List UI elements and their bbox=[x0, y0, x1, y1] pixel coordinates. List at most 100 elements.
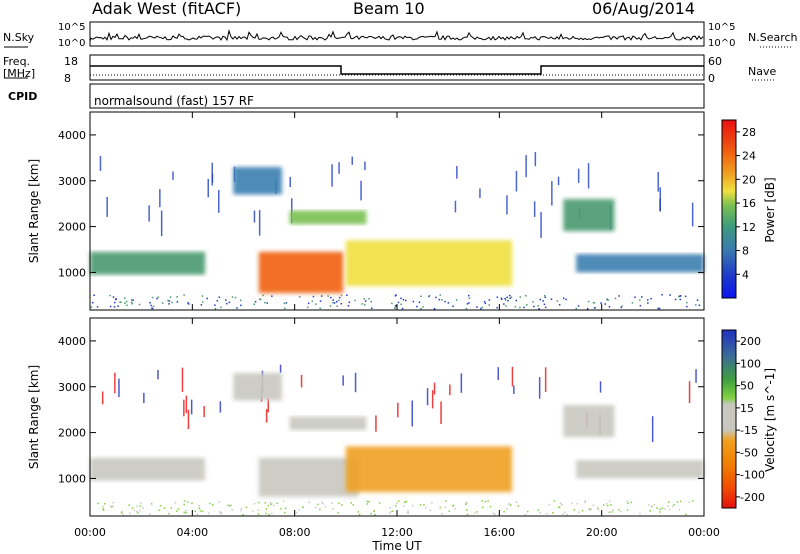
power-speckle bbox=[526, 304, 528, 306]
velocity-speckle bbox=[168, 512, 170, 515]
radar-title: Adak West (fitACF) bbox=[92, 0, 242, 18]
power-speckle bbox=[634, 296, 636, 298]
power-streak bbox=[551, 181, 553, 206]
velocity-speckle bbox=[388, 512, 391, 514]
velocity-speckle bbox=[276, 502, 279, 504]
power-speckle bbox=[112, 296, 115, 298]
velocity-speckle bbox=[627, 502, 629, 504]
velocity-speckle bbox=[419, 504, 422, 506]
velocity-speckle bbox=[653, 503, 656, 506]
velocity-speckle bbox=[378, 502, 381, 504]
velocity-streak bbox=[265, 409, 268, 423]
power-speckle bbox=[365, 300, 367, 302]
power-speckle bbox=[397, 301, 400, 304]
velocity-speckle bbox=[136, 505, 138, 507]
velocity-speckle bbox=[397, 500, 400, 502]
power-speckle bbox=[525, 295, 527, 297]
velocity-speckle bbox=[240, 507, 242, 510]
velocity-speckle bbox=[465, 503, 467, 505]
velocity-speckle bbox=[284, 507, 287, 509]
velocity-speckle bbox=[673, 504, 675, 506]
power-streak bbox=[506, 195, 508, 215]
velocity-speckle bbox=[194, 510, 196, 512]
power-ytick-label: 3000 bbox=[58, 175, 86, 188]
power-speckle bbox=[124, 302, 126, 304]
velocity-streak bbox=[411, 400, 413, 427]
power-speckle bbox=[231, 296, 234, 298]
power-speckle bbox=[686, 301, 688, 304]
velocity-speckle bbox=[481, 500, 483, 502]
power-speckle bbox=[113, 306, 116, 308]
power-speckle bbox=[151, 307, 153, 310]
velocity-speckle bbox=[140, 502, 142, 504]
power-speckle bbox=[161, 302, 164, 304]
velocity-speckle bbox=[271, 512, 273, 515]
velocity-streak bbox=[431, 390, 434, 409]
power-speckle bbox=[544, 294, 546, 297]
velocity-speckle bbox=[548, 503, 551, 506]
power-speckle bbox=[225, 299, 227, 301]
velocity-speckle bbox=[220, 511, 222, 514]
power-speckle bbox=[428, 295, 431, 297]
velocity-speckle bbox=[163, 507, 166, 509]
power-speckle bbox=[226, 302, 228, 305]
noise-tick-top-right: 10^5 bbox=[708, 22, 736, 33]
power-speckle bbox=[395, 294, 397, 296]
power-streak bbox=[172, 171, 174, 180]
velocity-speckle bbox=[465, 501, 467, 504]
velocity-speckle bbox=[620, 510, 622, 513]
power-speckle bbox=[544, 296, 547, 299]
power-speckle bbox=[253, 303, 255, 305]
power-speckle bbox=[466, 303, 469, 305]
velocity-streak bbox=[181, 367, 184, 392]
power-speckle bbox=[481, 306, 484, 309]
velocity-speckle bbox=[142, 507, 144, 509]
nave-tick-top: 60 bbox=[708, 55, 722, 68]
power-speckle bbox=[416, 305, 418, 308]
power-streak bbox=[211, 162, 213, 186]
velocity-streak bbox=[203, 406, 205, 418]
velocity-speckle bbox=[476, 511, 478, 513]
velocity-streak bbox=[497, 367, 499, 380]
velocity-speckle bbox=[183, 511, 185, 514]
velocity-speckle bbox=[322, 503, 325, 505]
velocity-speckle bbox=[395, 505, 397, 507]
power-speckle bbox=[501, 298, 503, 300]
power-speckle bbox=[500, 297, 503, 300]
power-speckle bbox=[621, 305, 623, 307]
power-colorbar-tick-label: 12 bbox=[742, 221, 756, 234]
power-speckle bbox=[311, 300, 314, 302]
power-speckle bbox=[236, 307, 238, 309]
velocity-speckle bbox=[466, 513, 469, 516]
power-speckle bbox=[577, 305, 580, 307]
power-speckle bbox=[402, 299, 405, 301]
velocity-speckle bbox=[191, 502, 193, 504]
velocity-speckle bbox=[366, 503, 368, 505]
velocity-speckle bbox=[170, 507, 173, 509]
power-speckle bbox=[364, 304, 366, 306]
power-speckle bbox=[346, 294, 348, 296]
time-xlabel: Time UT bbox=[371, 539, 422, 553]
power-speckle bbox=[400, 297, 402, 300]
power-speckle bbox=[149, 302, 151, 304]
power-streak bbox=[360, 180, 362, 201]
power-speckle bbox=[452, 305, 454, 307]
velocity-speckle bbox=[211, 504, 214, 506]
power-speckle bbox=[347, 305, 350, 307]
power-speckle bbox=[509, 297, 511, 299]
velocity-streak bbox=[342, 375, 344, 386]
power-speckle bbox=[488, 304, 490, 306]
noise-tick-bottom: 10^0 bbox=[58, 38, 86, 49]
velocity-ytick-label: 4000 bbox=[58, 335, 86, 348]
velocity-speckle bbox=[338, 502, 340, 504]
power-speckle bbox=[216, 300, 219, 302]
velocity-speckle bbox=[265, 508, 268, 510]
beam-label: Beam 10 bbox=[353, 0, 425, 18]
power-colorbar-tick-label: 16 bbox=[742, 197, 756, 210]
power-speckle bbox=[315, 303, 317, 305]
power-speckle bbox=[586, 308, 589, 310]
velocity-speckle bbox=[219, 511, 221, 513]
power-speckle bbox=[509, 294, 511, 297]
velocity-colorbar-tick-label: -200 bbox=[740, 491, 765, 504]
velocity-speckle bbox=[668, 501, 670, 503]
